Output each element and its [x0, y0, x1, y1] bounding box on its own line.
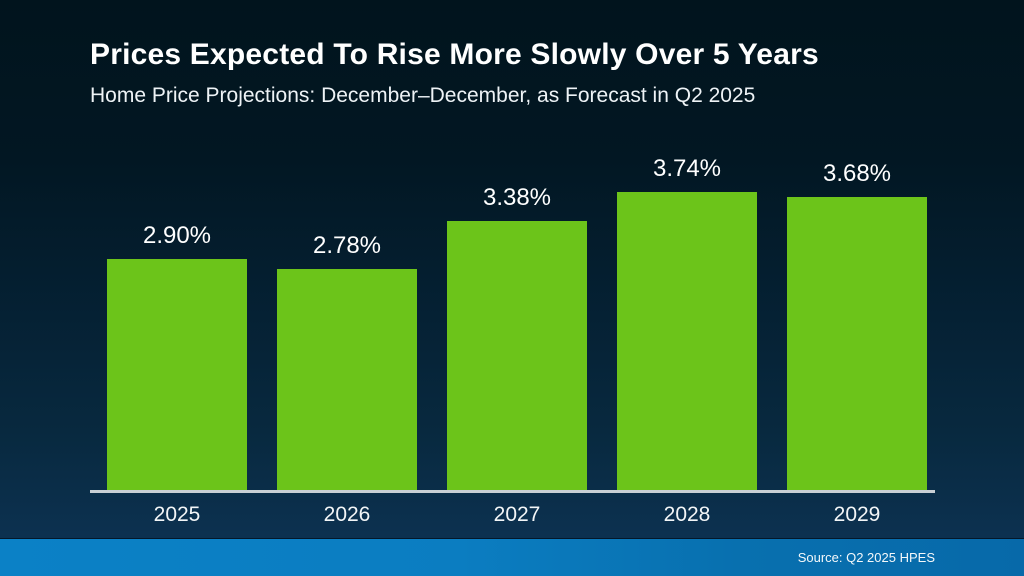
source-label: Source: Q2 2025 HPES: [797, 550, 935, 565]
bar-group-2029: 3.68%: [787, 160, 927, 491]
x-axis-label-2026: 2026: [323, 503, 371, 526]
bar: [447, 220, 587, 491]
value-label: 2.78%: [312, 231, 382, 259]
footer-bar: Source: Q2 2025 HPES: [0, 538, 1024, 576]
x-axis-label-2025: 2025: [153, 503, 201, 526]
bar: [107, 259, 247, 491]
x-axis-label-2028: 2028: [663, 503, 711, 526]
value-label: 3.38%: [482, 183, 552, 211]
x-axis-label-2027: 2027: [493, 503, 541, 526]
x-axis-labels: 2025 2026 2027 2028 2029: [107, 503, 927, 527]
bar-chart: 2.90% 2.78% 3.38% 3.74% 3.68%: [90, 150, 935, 493]
bar-group-2028: 3.74%: [617, 155, 757, 491]
bar: [787, 196, 927, 491]
bar-group-2027: 3.38%: [447, 184, 587, 491]
bar-group-2025: 2.90%: [107, 222, 247, 491]
bar: [617, 191, 757, 491]
bar-group-2026: 2.78%: [277, 232, 417, 491]
chart-title: Prices Expected To Rise More Slowly Over…: [90, 38, 819, 71]
bar-series: 2.90% 2.78% 3.38% 3.74% 3.68%: [107, 155, 927, 491]
x-axis-line: [90, 490, 935, 493]
chart-subtitle: Home Price Projections: December–Decembe…: [90, 84, 756, 107]
value-label: 2.90%: [142, 222, 212, 249]
x-axis-label-2029: 2029: [833, 503, 881, 526]
bar: [277, 268, 417, 491]
value-label: 3.74%: [652, 154, 722, 182]
value-label: 3.68%: [822, 159, 892, 187]
